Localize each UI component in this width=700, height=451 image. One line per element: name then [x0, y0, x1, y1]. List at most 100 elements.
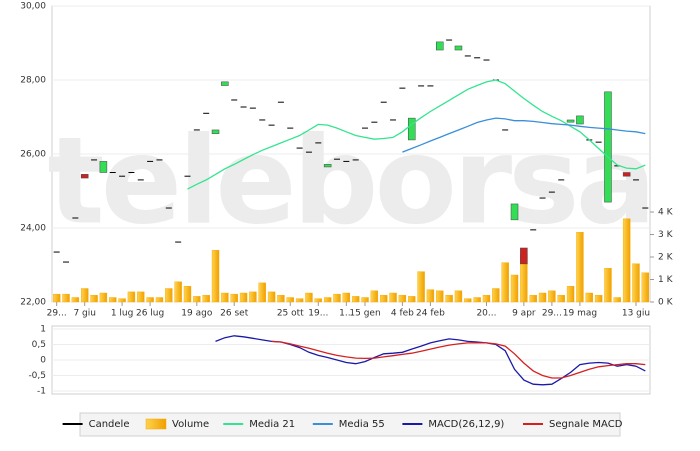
volume-bar	[146, 297, 154, 303]
x-tick-label: 19...	[308, 309, 328, 319]
volume-bar	[202, 295, 210, 303]
volume-bar	[267, 291, 276, 303]
x-tick-label: 9 apr	[512, 309, 536, 319]
volume-bar	[482, 295, 491, 303]
x-tick-label: 7 giu	[73, 309, 96, 319]
volume-bar	[548, 290, 556, 303]
volume-bar	[314, 298, 322, 303]
candle	[323, 164, 332, 168]
x-tick-label: 29...	[542, 309, 562, 319]
volume-bar	[464, 298, 472, 303]
y2-tick-label: 3 K	[658, 230, 674, 240]
volume-bar	[239, 292, 248, 303]
volume-bar	[594, 295, 603, 303]
volume-bar	[305, 292, 313, 303]
candle	[99, 161, 108, 173]
volume-bar	[426, 289, 435, 303]
volume-bar	[380, 295, 388, 303]
volume-bar	[71, 297, 80, 303]
volume-bar	[473, 297, 481, 303]
x-tick-label: 15 gen	[349, 309, 380, 319]
legend-label: Candele	[89, 419, 130, 430]
candle	[80, 174, 89, 179]
volume-bar	[529, 295, 537, 303]
volume-bar	[333, 293, 341, 303]
volume-bar	[632, 263, 640, 303]
volume-bar	[295, 298, 304, 303]
volume-bar	[417, 271, 425, 303]
line	[271, 340, 646, 379]
y-tick-label: 0	[40, 356, 46, 366]
volume-bar	[538, 292, 547, 303]
volume-bar	[52, 293, 61, 303]
y-tick-label: 22,00	[20, 298, 46, 308]
y2-tick-label: 0 K	[658, 298, 674, 308]
volume-bar	[613, 297, 621, 303]
volume-bar	[221, 292, 229, 303]
legend-swatch	[145, 418, 167, 430]
volume-bar	[193, 296, 201, 303]
volume-bar	[492, 288, 500, 303]
candle	[454, 45, 463, 51]
volume-bar	[286, 297, 294, 303]
x-tick-label: 19 mag	[563, 309, 597, 319]
y-tick-label: 26,00	[20, 150, 46, 160]
y-tick-label: 0,5	[32, 340, 46, 350]
x-tick-label: 13 giu	[622, 309, 650, 319]
x-tick-label: 4 feb	[391, 309, 414, 319]
volume-bar	[99, 292, 108, 303]
candle	[566, 119, 575, 123]
volume-bar	[277, 295, 285, 303]
x-tick-label: 20...	[476, 309, 496, 319]
volume-bar	[370, 290, 379, 303]
legend-label: Media 21	[249, 419, 295, 430]
volume-bar	[576, 232, 584, 303]
volume-bar	[454, 290, 463, 303]
volume-bar	[641, 272, 650, 303]
x-tick-label: 24 feb	[416, 309, 445, 319]
y2-tick-label: 4 K	[658, 208, 674, 218]
y-tick-label: 28,00	[20, 76, 46, 86]
volume-bar	[361, 297, 369, 303]
watermark: teleborsa	[47, 113, 652, 252]
volume-bar	[622, 218, 631, 303]
candle	[576, 115, 584, 125]
legend-label: MACD(26,12,9)	[428, 419, 504, 430]
volume-bar	[445, 295, 453, 303]
x-tick-label: 19 ago	[181, 309, 213, 319]
x-tick-label: 1 lug	[111, 309, 134, 319]
line	[402, 117, 646, 153]
candle	[211, 129, 220, 134]
volume-bar	[258, 282, 266, 303]
volume-bar	[109, 297, 117, 303]
volume-bar	[501, 262, 509, 303]
volume-bar	[566, 286, 575, 303]
volume-bar	[604, 268, 612, 303]
y2-tick-label: 2 K	[658, 253, 674, 263]
volume-bar	[183, 286, 192, 303]
candle	[604, 91, 612, 203]
volume-bar	[118, 298, 126, 303]
volume-bar	[351, 296, 360, 303]
volume-bar	[323, 297, 332, 303]
volume-bar	[342, 292, 351, 303]
candle	[622, 172, 631, 177]
candle	[407, 117, 416, 141]
volume-bar	[389, 292, 397, 303]
y-tick-label: -0,5	[28, 371, 46, 381]
candle	[520, 247, 528, 265]
candle	[510, 203, 519, 221]
volume-bar	[137, 291, 145, 303]
volume-bar	[174, 281, 182, 303]
volume-bar	[230, 293, 238, 303]
x-tick-label: 1...	[339, 309, 353, 319]
y-tick-label: 1	[40, 325, 46, 335]
x-tick-label: 25 ott	[277, 309, 304, 319]
y2-tick-label: 1 K	[658, 275, 674, 285]
volume-bar	[90, 295, 98, 303]
volume-bar	[585, 292, 593, 303]
candle	[436, 41, 444, 51]
y-tick-label: 30,00	[20, 2, 46, 12]
